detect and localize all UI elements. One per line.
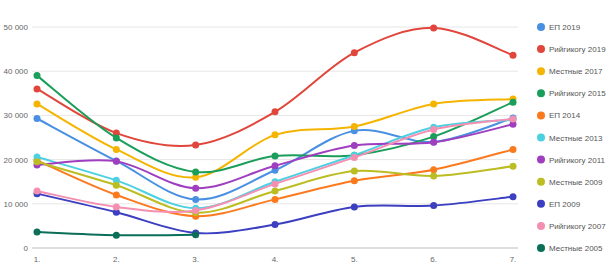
series-point [430,139,437,146]
legend-swatch [537,89,545,97]
series-point [34,229,41,236]
series-point [272,153,279,160]
legend-label: ЕП 2009 [549,200,581,209]
chart: 0 10 000 20 000 30 000 40 000 50 000 1. 2. 3. 4. 5… [0,0,612,269]
legend-label: Рийгикогу 2015 [549,89,606,98]
legend: ЕП 2019 Рийгикогу 2019 Местные 2017 Рийгико… [537,23,606,253]
series-line [37,124,513,188]
legend-label: Местные 2013 [549,134,603,143]
series-point [430,172,437,179]
y-tick-label: 20 000 [4,156,29,165]
series-line [37,120,513,208]
series-point [34,85,41,92]
legend-label: Местные 2005 [549,244,603,253]
series-point [34,187,41,194]
series-point [34,115,41,122]
series-point [272,162,279,169]
series-point [430,138,437,145]
legend-swatch [537,200,545,208]
series-point [510,146,517,153]
legend-swatch [537,67,545,75]
series-point [510,163,517,170]
series-point [192,185,199,192]
grid-line [32,248,518,249]
series-point [113,203,120,210]
grid-line [32,71,518,72]
series-point [272,187,279,194]
series-point [113,232,120,239]
series-point [34,72,41,79]
legend-label: ЕП 2014 [549,111,581,120]
legend-swatch [537,111,545,119]
x-tick-label: 6. [430,255,437,264]
x-tick-label: 1. [34,255,41,264]
legend-label: ЕП 2019 [549,23,581,32]
series-point [272,131,279,138]
plot-area [34,24,517,238]
series-point [510,99,517,106]
series-point [351,177,358,184]
series-point [351,142,358,149]
y-tick-label: 50 000 [4,23,29,32]
series-point [272,180,279,187]
x-tick-label: 2. [113,255,120,264]
legend-swatch [537,45,545,53]
series-point [113,191,120,198]
legend-label: Рийгикогу 2011 [549,156,606,165]
x-tick-label: 3. [192,255,199,264]
series-point [192,168,199,175]
series-point [351,203,358,210]
series-line [37,76,513,173]
legend-label: Местные 2009 [549,178,603,187]
series-line [37,194,513,234]
series-line [37,99,513,177]
series-point [192,142,199,149]
y-tick-label: 30 000 [4,111,29,120]
series-point [430,166,437,173]
series-point [192,196,199,203]
series-point [272,196,279,203]
series-point [192,207,199,214]
series-point [430,24,437,31]
series-point [192,231,199,238]
grid-line [32,27,518,28]
x-tick-label: 5. [351,255,358,264]
series-point [351,168,358,175]
series-point [510,115,517,122]
legend-label: Рийгикогу 2007 [549,222,606,231]
series-point [351,154,358,161]
series-point [510,193,517,200]
series-point [113,134,120,141]
series-point [113,182,120,189]
y-tick-label: 0 [24,244,29,253]
series-point [34,100,41,107]
series-point [113,157,120,164]
series-point [430,202,437,209]
series-point [510,52,517,59]
series-point [272,108,279,115]
series-point [113,158,120,165]
legend-swatch [537,23,545,31]
legend-swatch [537,244,545,252]
grid [32,27,518,248]
y-tick-label: 10 000 [4,200,29,209]
legend-label: Местные 2017 [549,67,603,76]
legend-swatch [537,156,545,164]
legend-swatch [537,134,545,142]
legend-label: Рийгикогу 2019 [549,45,606,54]
series-point [430,126,437,133]
legend-swatch [537,178,545,186]
series-point [113,146,120,153]
legend-swatch [537,222,545,230]
series-point [510,115,517,122]
series-point [34,158,41,165]
series-point [351,49,358,56]
series-point [351,123,358,130]
x-tick-label: 4. [272,255,279,264]
x-tick-label: 7. [510,255,517,264]
series-point [272,221,279,228]
y-tick-label: 40 000 [4,67,29,76]
series-point [430,100,437,107]
series-line [37,119,513,212]
